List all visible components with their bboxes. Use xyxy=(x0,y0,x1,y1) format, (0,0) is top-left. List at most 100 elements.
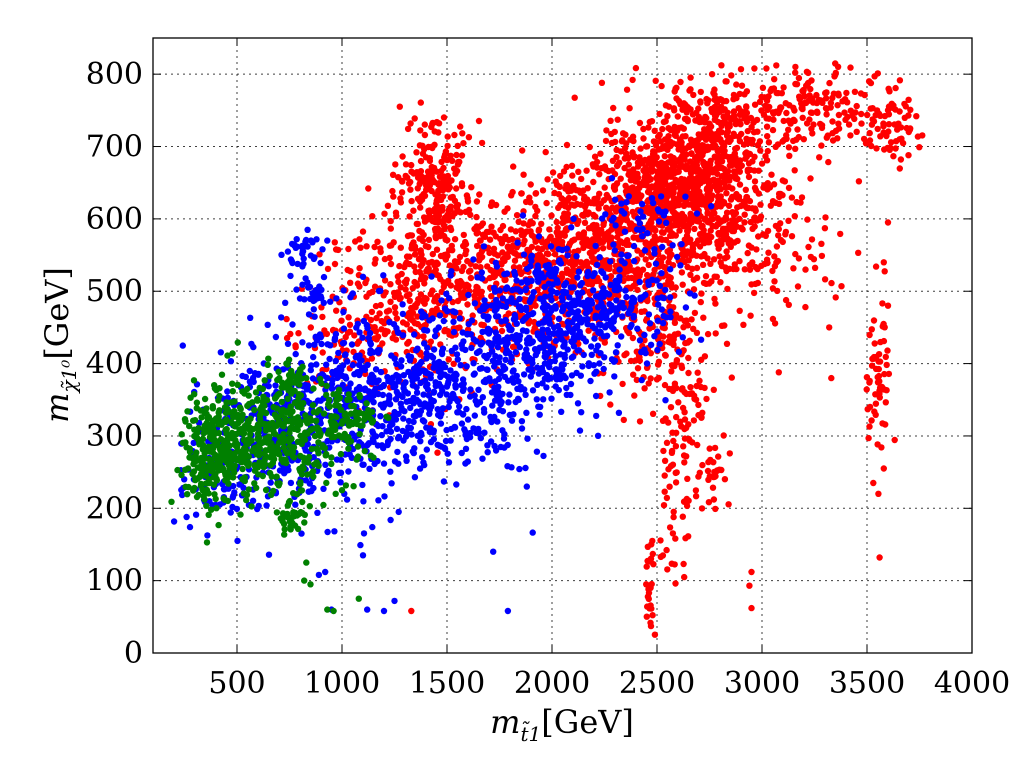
data-point xyxy=(486,274,493,282)
data-point xyxy=(399,310,407,318)
data-point xyxy=(668,202,675,209)
data-point xyxy=(667,274,674,281)
data-point xyxy=(663,546,670,554)
data-point xyxy=(467,393,474,400)
data-point xyxy=(338,317,345,324)
data-point xyxy=(755,190,762,197)
data-point xyxy=(387,468,394,475)
data-point xyxy=(400,415,407,422)
data-point xyxy=(866,423,873,430)
data-point xyxy=(432,262,439,269)
data-point xyxy=(465,206,473,214)
data-point xyxy=(529,529,536,536)
data-point xyxy=(884,347,891,354)
data-point xyxy=(444,450,451,457)
data-point xyxy=(356,236,363,243)
data-point xyxy=(647,375,654,382)
data-point xyxy=(424,381,431,388)
data-point xyxy=(792,250,799,258)
data-point xyxy=(631,194,638,201)
data-point xyxy=(753,246,760,253)
data-point xyxy=(763,115,770,122)
data-point xyxy=(651,631,659,638)
data-point xyxy=(317,259,324,267)
data-point xyxy=(558,294,565,301)
data-point xyxy=(694,369,701,376)
data-point xyxy=(476,191,483,198)
data-point xyxy=(381,493,388,500)
data-point xyxy=(462,238,469,246)
data-point xyxy=(751,184,759,192)
data-point xyxy=(703,395,710,403)
data-point xyxy=(442,437,450,445)
data-point xyxy=(619,313,626,320)
data-point xyxy=(724,109,731,116)
data-point xyxy=(868,121,876,128)
data-point xyxy=(874,125,881,133)
data-point xyxy=(615,409,623,416)
data-point xyxy=(799,114,806,122)
data-point xyxy=(336,469,343,477)
data-point xyxy=(563,391,570,398)
data-point xyxy=(382,289,389,296)
data-point xyxy=(395,278,402,286)
data-point xyxy=(659,319,667,327)
data-point xyxy=(517,311,524,318)
data-point xyxy=(497,235,504,243)
data-point xyxy=(707,135,715,142)
data-point xyxy=(331,528,338,535)
data-point xyxy=(623,86,631,93)
data-point xyxy=(448,242,455,250)
data-point xyxy=(785,301,792,308)
data-point xyxy=(715,193,722,200)
data-point xyxy=(683,390,690,398)
data-point xyxy=(457,362,464,369)
data-point xyxy=(749,158,756,165)
data-point xyxy=(488,293,495,300)
data-point xyxy=(855,178,863,185)
data-point xyxy=(730,227,738,235)
data-point xyxy=(708,211,715,218)
data-point xyxy=(480,243,488,250)
data-point xyxy=(519,147,526,154)
data-point xyxy=(535,227,542,235)
data-point xyxy=(757,201,764,208)
data-point xyxy=(440,221,447,229)
data-point xyxy=(718,158,726,165)
data-point xyxy=(685,435,693,443)
data-point xyxy=(551,251,559,258)
data-point xyxy=(660,502,668,509)
data-point xyxy=(649,550,656,558)
data-point xyxy=(458,152,466,159)
data-point xyxy=(465,291,472,299)
data-point xyxy=(494,313,502,320)
data-point xyxy=(565,195,572,202)
data-point xyxy=(667,167,674,174)
data-point xyxy=(647,584,654,591)
data-point xyxy=(314,397,322,404)
data-point xyxy=(885,121,893,128)
data-point xyxy=(443,391,450,398)
data-point xyxy=(818,252,826,260)
data-point xyxy=(885,370,893,378)
data-point xyxy=(662,202,669,210)
data-point xyxy=(395,460,402,467)
data-point xyxy=(722,78,729,85)
data-point xyxy=(780,136,788,144)
data-point xyxy=(387,281,394,288)
data-point xyxy=(803,68,811,76)
data-point xyxy=(481,297,488,304)
data-point xyxy=(278,314,285,321)
data-point xyxy=(503,346,510,354)
data-point xyxy=(472,263,479,270)
data-point xyxy=(610,182,618,190)
data-point xyxy=(504,463,511,470)
data-point xyxy=(552,305,559,312)
data-point xyxy=(661,457,669,464)
data-point xyxy=(717,279,724,286)
data-point xyxy=(662,352,669,359)
data-point xyxy=(681,258,688,265)
data-point xyxy=(369,378,376,385)
data-point xyxy=(835,111,843,119)
data-point xyxy=(642,173,649,180)
